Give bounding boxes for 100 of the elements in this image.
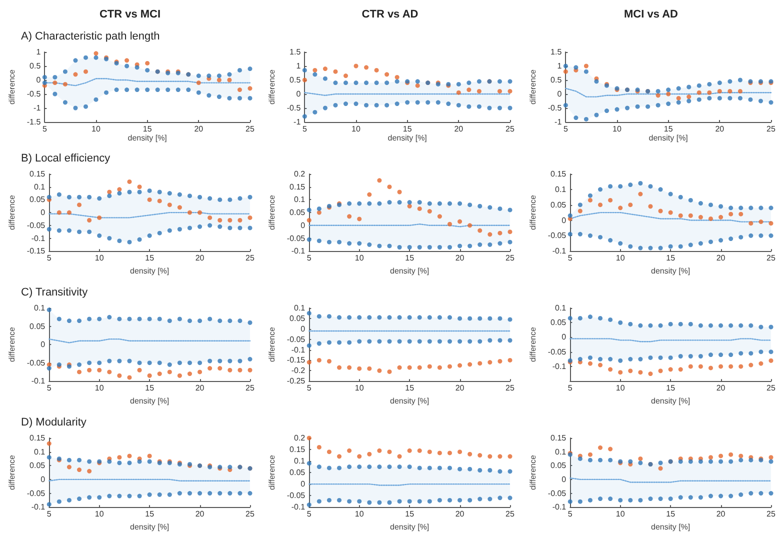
x-axis-title: density [%]: [130, 396, 170, 406]
y-tick-label: 0.05: [290, 314, 306, 323]
x-tick-label: 25: [246, 124, 255, 134]
chart-subtitle: D) Modularity: [21, 416, 87, 428]
x-tick-label: 5: [42, 124, 48, 134]
x-axis-title: density [%]: [650, 266, 690, 276]
x-axis-title: density [%]: [650, 396, 690, 406]
x-tick-label: 10: [352, 124, 362, 134]
y-tick-label: -0.05: [548, 231, 566, 240]
y-tick-label: -0.05: [26, 220, 46, 230]
y-tick-label: 0: [556, 90, 562, 98]
y-tick-label: -0.5: [548, 104, 562, 112]
y-tick-label: 0: [40, 474, 46, 484]
x-tick-label: 10: [94, 510, 104, 519]
x-tick-label: 5: [568, 254, 573, 263]
x-tick-label: 5: [307, 510, 312, 519]
x-tick-label: 15: [666, 254, 676, 263]
x-tick-label: 20: [716, 384, 726, 393]
y-tick-label: 0: [296, 90, 302, 98]
y-tick-label: 0.05: [290, 468, 306, 478]
x-tick-label: 20: [454, 124, 464, 134]
x-tick-label: 15: [666, 384, 676, 393]
y-tick-label: -0.1: [31, 376, 46, 386]
x-tick-label: 25: [506, 254, 516, 263]
x-tick-label: 25: [246, 384, 255, 393]
y-axis-title: difference: [528, 68, 538, 104]
x-tick-label: 25: [766, 254, 776, 263]
y-axis-title: difference: [268, 326, 277, 362]
y-axis-title: difference: [8, 194, 16, 230]
x-axis-title: density [%]: [388, 133, 428, 142]
x-axis-title: density [%]: [390, 266, 430, 276]
x-tick-label: 10: [616, 254, 626, 263]
x-tick-label: 20: [714, 124, 724, 134]
x-axis-title: density [%]: [130, 522, 170, 532]
y-tick-label: 0: [561, 474, 566, 484]
x-tick-label: 20: [456, 254, 466, 263]
x-tick-label: 25: [766, 384, 776, 393]
x-tick-label: 5: [46, 384, 52, 393]
y-axis-title: difference: [528, 326, 538, 362]
x-tick-label: 15: [666, 510, 676, 519]
chart-subtitle: B) Local efficiency: [21, 152, 111, 164]
x-tick-label: 15: [405, 254, 415, 263]
chart-subtitle: A) Characteristic path length: [21, 30, 160, 42]
y-tick-label: -0.5: [26, 90, 42, 98]
y-tick-label: 0.05: [30, 195, 46, 204]
chart-title: MCI vs AD: [624, 8, 678, 20]
x-tick-label: 10: [92, 124, 102, 134]
y-tick-label: 0.05: [550, 318, 566, 328]
y-tick-label: 0.5: [550, 76, 562, 84]
chart-title: CTR vs AD: [362, 8, 419, 20]
y-tick-label: 0.1: [294, 456, 306, 466]
y-axis-title: difference: [268, 68, 277, 104]
x-axis-title: density [%]: [650, 522, 690, 532]
y-tick-label: -0.05: [548, 488, 566, 498]
y-tick-label: 0.05: [30, 461, 46, 470]
x-tick-label: 20: [195, 254, 205, 263]
x-tick-label: 10: [616, 384, 626, 393]
y-tick-label: 0.05: [290, 208, 306, 218]
x-tick-label: 15: [403, 124, 413, 134]
x-axis-title: density [%]: [390, 396, 430, 406]
y-tick-label: -0.1: [552, 362, 566, 371]
y-tick-label: 0.15: [290, 182, 306, 192]
y-tick-label: -0.05: [26, 488, 46, 498]
y-tick-label: -1.5: [26, 118, 42, 126]
y-tick-label: 0.15: [30, 434, 46, 442]
x-tick-label: 5: [302, 124, 308, 134]
x-tick-label: 20: [195, 384, 205, 393]
x-tick-label: 25: [506, 384, 516, 393]
chart-subtitle: C) Transitivity: [21, 286, 88, 298]
y-tick-label: 0.05: [550, 200, 566, 210]
y-tick-label: -0.1: [552, 246, 566, 256]
y-tick-label: 0.15: [290, 445, 306, 454]
y-tick-label: 0: [561, 216, 566, 225]
x-tick-label: 10: [355, 510, 365, 519]
y-tick-label: 0.15: [550, 434, 566, 442]
x-tick-label: 20: [456, 384, 466, 393]
y-tick-label: 0: [301, 324, 306, 334]
y-tick-label: 1: [296, 62, 302, 70]
y-tick-label: 0.1: [34, 182, 46, 192]
x-tick-label: 15: [142, 124, 152, 134]
y-tick-label: -0.1: [552, 502, 566, 512]
y-tick-label: 1: [556, 62, 562, 70]
x-tick-label: 10: [612, 124, 622, 134]
y-tick-label: -0.1: [292, 502, 306, 512]
y-tick-label: -0.05: [287, 491, 306, 500]
y-tick-label: 0.5: [30, 62, 42, 70]
y-tick-label: 0.1: [294, 195, 306, 204]
y-tick-label: 0: [301, 480, 306, 489]
y-tick-label: 0: [301, 220, 306, 230]
y-tick-label: -0.2: [292, 366, 306, 376]
y-tick-label: 0: [40, 340, 46, 350]
y-tick-label: -0.05: [287, 234, 306, 243]
y-axis-title: difference: [268, 454, 277, 490]
y-tick-label: 0.1: [554, 184, 566, 194]
x-axis-title: density [%]: [128, 133, 167, 142]
y-tick-label: 1.5: [290, 48, 302, 56]
y-tick-label: 0.1: [34, 304, 46, 312]
x-tick-label: 10: [355, 254, 365, 263]
y-tick-label: -1: [554, 118, 562, 126]
y-tick-label: 0.2: [294, 170, 306, 178]
